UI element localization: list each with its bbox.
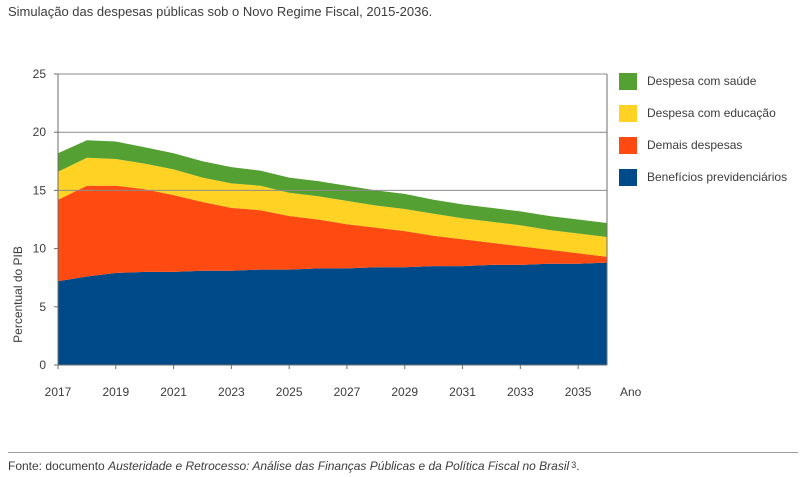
y-tick-label: 0 [39,358,46,372]
x-tick-label: 2021 [160,385,187,399]
x-axis-label: Ano [620,385,642,399]
y-tick-label: 10 [33,242,47,256]
legend-swatch [619,169,637,186]
x-tick-label: 2023 [218,385,245,399]
x-tick-label: 2019 [102,385,129,399]
area-despesa-com-saude [58,140,607,237]
source-prefix: Fonte: documento [8,459,109,473]
y-tick-label: 25 [33,67,47,81]
y-tick-label: 20 [33,125,47,139]
y-tick-label: 5 [39,300,46,314]
legend-label: Despesa com saúde [647,74,757,88]
area-beneficios-previdenciarios [58,262,607,365]
legend-swatch [619,105,637,122]
x-tick-label: 2033 [507,385,534,399]
x-tick-label: 2029 [391,385,418,399]
source-document-title: Austeridade e Retrocesso: Análise das Fi… [108,459,570,473]
divider [8,452,798,453]
legend-label: Despesa com educação [647,106,776,120]
x-tick-label: 2031 [449,385,476,399]
source-note: Fonte: documento Austeridade e Retrocess… [8,459,580,473]
chart-title: Simulação das despesas públicas sob o No… [8,4,433,19]
area-despesa-com-educacao [58,157,607,257]
legend-label: Benefícios previdenciários [647,170,788,184]
legend-swatch [619,137,637,154]
x-tick-label: 2027 [334,385,361,399]
y-axis-label: Percentual do PIB [11,246,25,343]
x-tick-label: 2025 [276,385,303,399]
area-demais-despesas [58,185,607,282]
legend-label: Demais despesas [647,138,743,152]
x-tick-label: 2017 [45,385,72,399]
y-tick-label: 15 [33,183,47,197]
source-suffix: . [576,459,580,473]
footnote-marker: 3 [571,460,577,470]
x-tick-label: 2035 [565,385,592,399]
legend-swatch [619,73,637,90]
